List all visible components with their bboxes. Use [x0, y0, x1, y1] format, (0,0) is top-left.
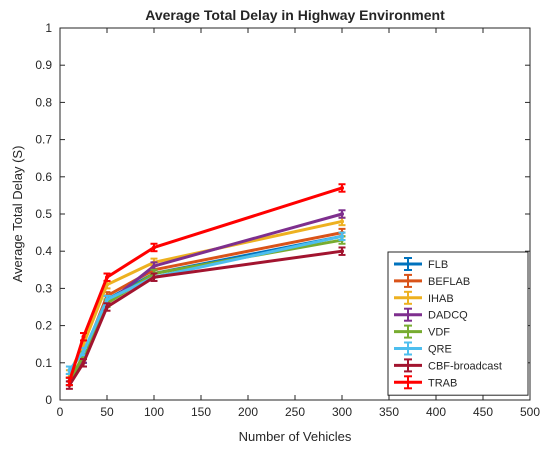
legend-item: IHAB [394, 290, 454, 305]
legend-label: FLB [428, 259, 448, 271]
legend-label: DADCQ [428, 310, 468, 322]
x-tick-label: 0 [57, 405, 64, 419]
data-point [105, 305, 109, 309]
legend: FLB BEFLAB IHAB DADCQ VDF QRE CBF-broadcast TRA… [387, 251, 529, 396]
data-point [105, 275, 109, 280]
legend-item: DADCQ [394, 307, 468, 322]
data-point [340, 249, 344, 254]
data-point [67, 368, 72, 373]
x-tick-label: 350 [379, 405, 399, 419]
legend-item: TRAB [394, 375, 457, 390]
legend-label: CBF-broadcast [428, 360, 502, 372]
series-cbf-broadcast [65, 246, 346, 390]
x-axis-label: Number of Vehicles [239, 429, 352, 444]
y-tick-label: 0.8 [35, 95, 52, 109]
legend-item: BEFLAB [394, 273, 470, 288]
y-tick-label: 0.5 [35, 207, 52, 221]
y-axis-label: Average Total Delay (S) [10, 146, 25, 283]
x-tick-label: 450 [473, 405, 493, 419]
x-tick-label: 500 [520, 405, 540, 419]
legend-item: VDF [394, 324, 450, 339]
data-point [81, 360, 86, 365]
plot-frame [59, 27, 531, 401]
legend-label: TRAB [428, 377, 457, 389]
y-tick-label: 0.2 [35, 319, 52, 333]
data-point [340, 219, 344, 224]
data-point [152, 275, 156, 280]
x-tick-label: 250 [285, 405, 305, 419]
y-tick-label: 0.4 [35, 244, 52, 258]
y-tick-label: 0 [45, 393, 52, 407]
y-tick-label: 0.7 [35, 133, 52, 147]
y-tick-label: 0.3 [35, 281, 52, 295]
x-tick-label: 400 [426, 405, 446, 419]
legend-label: VDF [428, 327, 450, 339]
y-tick-label: 0.1 [35, 356, 52, 370]
axis-ticks: 0 50 100 150 200 250 300 350 400 450 500 0 0.1 0.2 0.3… [35, 21, 540, 419]
legend-item: QRE [394, 341, 452, 356]
data-point [340, 212, 344, 216]
y-tick-label: 0.6 [35, 170, 52, 184]
x-tick-label: 150 [191, 405, 211, 419]
x-tick-label: 100 [144, 405, 164, 419]
data-point [152, 264, 156, 269]
data-point [67, 379, 72, 384]
chart-title: Average Total Delay in Highway Environme… [145, 7, 445, 23]
x-tick-label: 50 [100, 405, 114, 419]
legend-item: CBF-broadcast [394, 358, 502, 373]
y-tick-label: 0.9 [35, 58, 52, 72]
data-point [340, 234, 344, 239]
y-tick-label: 1 [45, 21, 52, 35]
series-lines [65, 183, 346, 390]
legend-label: BEFLAB [428, 276, 470, 288]
series-trab [65, 183, 346, 387]
data-point [105, 297, 109, 302]
x-tick-label: 300 [332, 405, 352, 419]
x-tick-label: 200 [238, 405, 258, 419]
legend-label: QRE [428, 344, 452, 356]
data-point [340, 185, 344, 190]
data-point [152, 245, 156, 250]
data-point [81, 349, 86, 354]
legend-label: IHAB [428, 293, 454, 305]
data-point [81, 334, 86, 339]
legend-box [387, 251, 529, 396]
legend-item: FLB [394, 257, 448, 271]
